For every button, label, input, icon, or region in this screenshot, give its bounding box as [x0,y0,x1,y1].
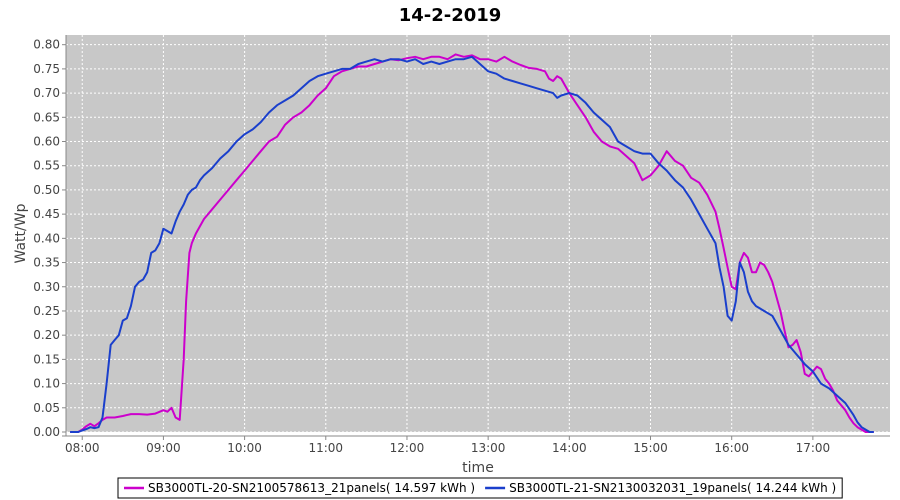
y-tick-label: 0.00 [33,425,60,439]
x-tick-label: 17:00 [796,441,831,455]
x-tick-label: 16:00 [714,441,749,455]
y-tick-label: 0.35 [33,256,60,270]
y-tick-label: 0.60 [33,135,60,149]
y-tick-label: 0.30 [33,280,60,294]
x-tick-label: 13:00 [471,441,506,455]
y-tick-label: 0.10 [33,377,60,391]
y-axis-ticks: 0.00 0.05 0.10 0.15 0.20 0.25 0.30 0.35 0.40 0.45… [33,38,66,439]
y-tick-label: 0.80 [33,38,60,52]
x-tick-label: 09:00 [146,441,181,455]
legend-box [117,477,843,499]
y-tick-label: 0.15 [33,352,60,366]
x-tick-label: 08:00 [65,441,100,455]
x-axis-ticks: 08:00 09:00 10:00 11:00 12:00 13:00 14:00 15:00… [65,436,830,455]
y-axis-title: Watt/Wp [13,203,29,263]
y-tick-label: 0.50 [33,183,60,197]
grid-lines [66,35,890,433]
legend: SB3000TL-20-SN2100578613_21panels( 14.59… [117,477,843,499]
x-tick-label: 15:00 [633,441,668,455]
y-tick-label: 0.75 [33,62,60,76]
series-lines [70,53,874,433]
x-tick-label: 11:00 [308,441,343,455]
y-tick-label: 0.40 [33,231,60,245]
legend-item-label: SB3000TL-20-SN2100578613_21panels( 14.59… [148,481,475,495]
y-tick-label: 0.65 [33,110,60,124]
x-tick-label: 14:00 [552,441,587,455]
x-tick-label: 10:00 [227,441,262,455]
series-line-1 [70,53,874,433]
legend-item-label: SB3000TL-21-SN2130032031_19panels( 14.24… [509,481,836,495]
x-tick-label: 12:00 [390,441,425,455]
y-tick-label: 0.70 [33,86,60,100]
y-tick-label: 0.20 [33,328,60,342]
plot-area [66,35,890,432]
chart-title: 14-2-2019 [399,5,502,26]
x-axis-title: time [462,460,494,476]
y-tick-label: 0.55 [33,159,60,173]
series-line-2 [70,55,874,433]
axes [62,35,890,437]
y-tick-label: 0.45 [33,207,60,221]
y-tick-label: 0.05 [33,401,60,415]
y-tick-label: 0.25 [33,304,60,318]
